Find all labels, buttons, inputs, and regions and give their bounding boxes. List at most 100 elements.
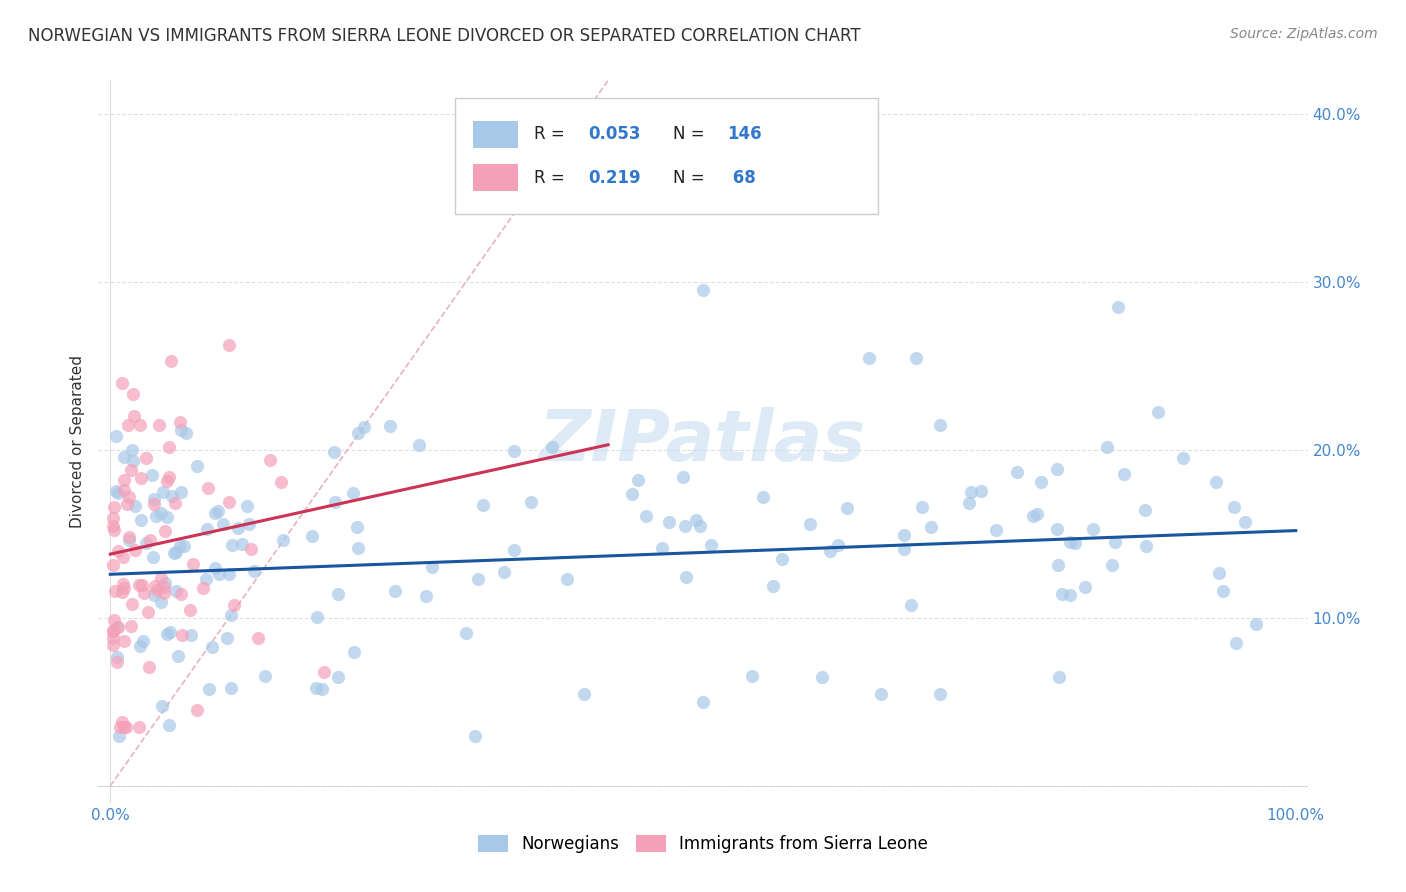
Point	[328, 587, 350, 601]
Point	[307, 610, 329, 624]
Point	[101, 558, 124, 572]
Point	[835, 500, 858, 515]
Point	[169, 423, 191, 437]
Point	[246, 631, 269, 645]
Point	[900, 598, 922, 612]
Point	[658, 516, 681, 530]
Point	[651, 541, 673, 555]
Text: N =: N =	[672, 169, 710, 186]
Point	[136, 605, 159, 619]
Point	[502, 542, 524, 557]
Point	[1081, 522, 1104, 536]
Point	[467, 572, 489, 586]
Point	[120, 618, 142, 632]
Point	[152, 485, 174, 500]
Point	[107, 544, 129, 558]
Point	[131, 578, 153, 592]
Point	[112, 550, 135, 565]
Point	[135, 536, 157, 550]
Point	[165, 584, 187, 599]
Point	[420, 560, 443, 574]
Point	[170, 485, 193, 500]
Point	[218, 338, 240, 352]
Point	[138, 660, 160, 674]
Point	[271, 533, 294, 547]
Point	[112, 483, 135, 497]
Point	[114, 720, 136, 734]
Point	[378, 419, 401, 434]
Point	[672, 469, 695, 483]
Point	[218, 566, 240, 581]
Point	[692, 695, 714, 709]
Point	[970, 484, 993, 499]
Point	[120, 463, 142, 477]
Point	[770, 552, 793, 566]
Point	[165, 544, 187, 558]
Point	[105, 484, 128, 499]
Point	[112, 473, 135, 487]
Text: NORWEGIAN VS IMMIGRANTS FROM SIERRA LEONE DIVORCED OR SEPARATED CORRELATION CHAR: NORWEGIAN VS IMMIGRANTS FROM SIERRA LEON…	[28, 27, 860, 45]
Point	[141, 468, 163, 483]
Point	[170, 587, 193, 601]
Point	[301, 529, 323, 543]
Point	[494, 565, 516, 579]
Point	[160, 490, 183, 504]
Point	[121, 597, 143, 611]
Point	[186, 702, 208, 716]
Point	[243, 565, 266, 579]
Point	[827, 538, 849, 552]
Point	[117, 417, 139, 432]
Point	[150, 595, 173, 609]
Point	[1047, 670, 1070, 684]
Point	[228, 521, 250, 535]
Point	[1005, 465, 1028, 479]
Point	[108, 729, 131, 743]
Point	[143, 587, 166, 601]
FancyBboxPatch shape	[474, 121, 517, 148]
Point	[986, 524, 1008, 538]
Point	[101, 519, 124, 533]
Point	[1233, 515, 1256, 529]
Point	[163, 546, 186, 560]
Point	[195, 522, 218, 536]
Point	[346, 520, 368, 534]
Point	[105, 649, 128, 664]
Point	[1101, 558, 1123, 572]
Point	[502, 444, 524, 458]
Point	[153, 586, 176, 600]
Text: 146: 146	[727, 126, 762, 144]
Point	[342, 485, 364, 500]
Point	[1225, 636, 1247, 650]
Point	[1171, 450, 1194, 465]
Point	[115, 497, 138, 511]
Point	[111, 585, 134, 599]
Point	[112, 634, 135, 648]
Point	[180, 628, 202, 642]
Point	[1064, 535, 1087, 549]
Point	[1031, 475, 1053, 490]
Point	[155, 524, 177, 539]
Point	[166, 648, 188, 663]
Point	[1095, 440, 1118, 454]
Point	[103, 624, 125, 638]
Point	[124, 542, 146, 557]
Point	[124, 500, 146, 514]
Point	[143, 497, 166, 511]
Point	[415, 589, 437, 603]
Point	[129, 417, 152, 432]
Point	[181, 557, 204, 571]
Point	[153, 575, 176, 590]
Point	[957, 496, 980, 510]
Point	[1114, 467, 1136, 481]
Point	[105, 429, 128, 443]
Point	[1208, 566, 1230, 581]
Point	[464, 729, 486, 743]
Y-axis label: Divorced or Separated: Divorced or Separated	[69, 355, 84, 528]
Point	[174, 425, 197, 440]
Point	[148, 417, 170, 432]
Point	[905, 351, 928, 365]
Text: Source: ZipAtlas.com: Source: ZipAtlas.com	[1230, 27, 1378, 41]
Point	[627, 473, 650, 487]
Point	[818, 544, 841, 558]
Point	[212, 516, 235, 531]
